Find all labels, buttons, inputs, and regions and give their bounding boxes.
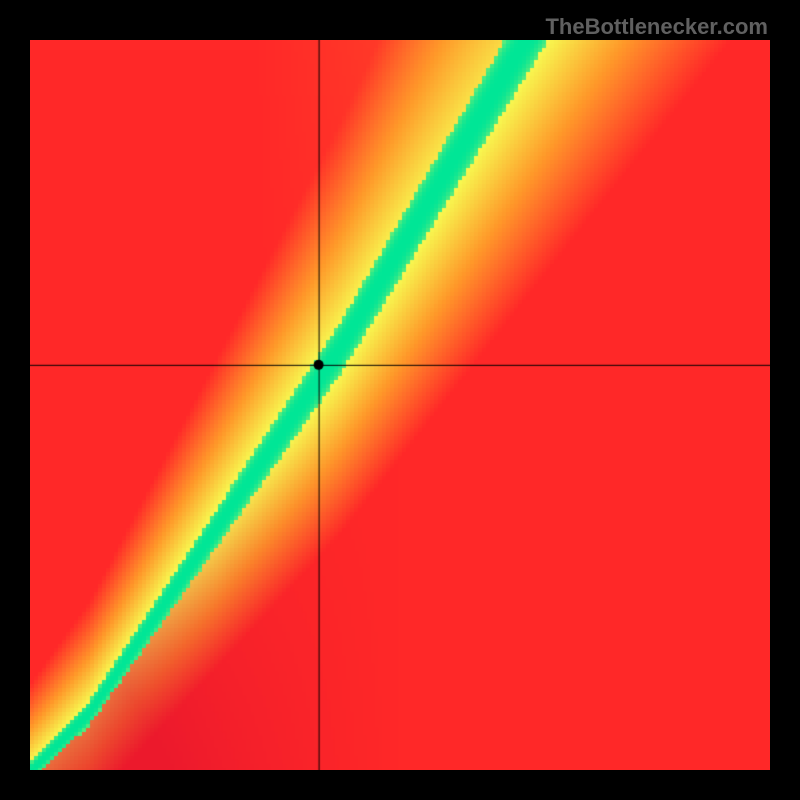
frame-right (770, 40, 800, 770)
frame-bottom (0, 770, 800, 800)
watermark-text: TheBottlenecker.com (545, 14, 768, 40)
frame-left (0, 40, 30, 770)
bottleneck-heatmap (30, 40, 770, 770)
